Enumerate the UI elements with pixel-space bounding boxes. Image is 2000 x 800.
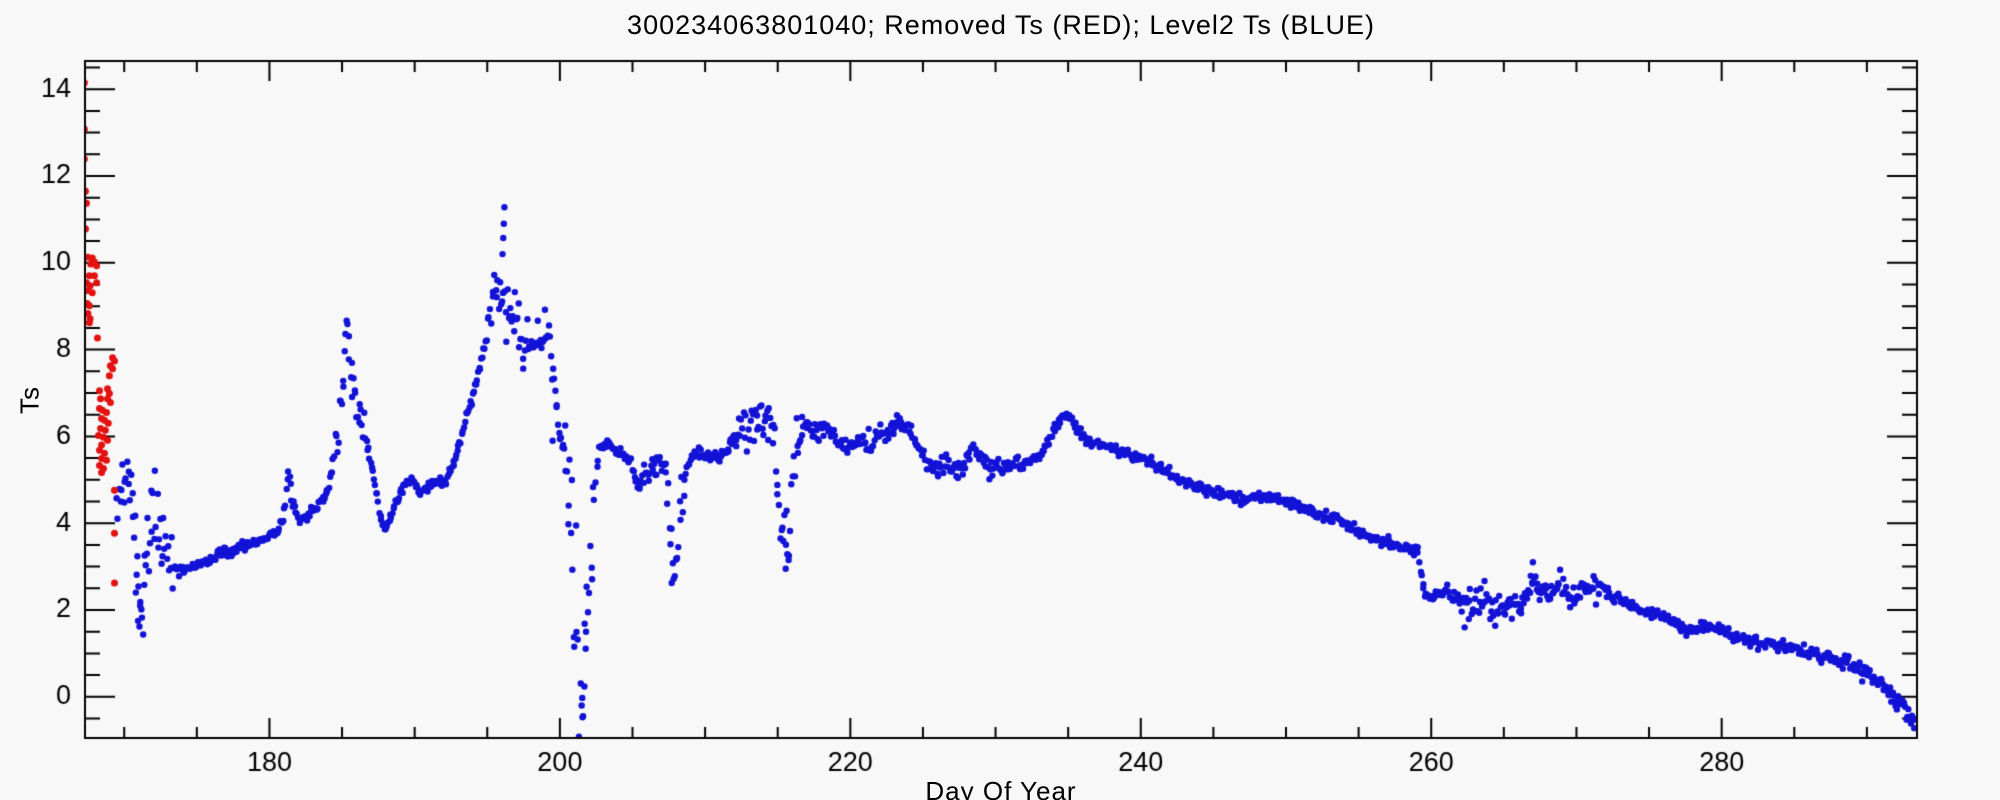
x-axis-label: Day Of Year bbox=[925, 776, 1077, 800]
chart-title: 300234063801040; Removed Ts (RED); Level… bbox=[627, 10, 1375, 40]
y-axis-label: Ts bbox=[14, 386, 45, 414]
